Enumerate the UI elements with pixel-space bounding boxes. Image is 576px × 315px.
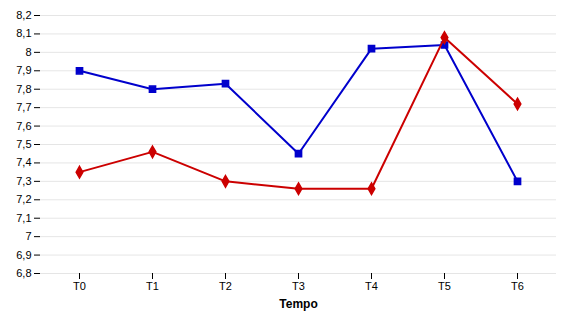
svg-text:T3: T3 [292, 280, 305, 292]
svg-text:7,2: 7,2 [16, 193, 31, 205]
svg-text:Tempo: Tempo [279, 297, 317, 311]
svg-text:7,7: 7,7 [16, 101, 31, 113]
svg-text:8: 8 [25, 46, 31, 58]
svg-text:7,3: 7,3 [16, 175, 31, 187]
svg-text:T4: T4 [365, 280, 378, 292]
svg-text:7: 7 [25, 230, 31, 242]
svg-text:8,1: 8,1 [16, 27, 31, 39]
svg-text:7,1: 7,1 [16, 212, 31, 224]
svg-text:6,9: 6,9 [16, 249, 31, 261]
svg-text:T1: T1 [146, 280, 159, 292]
svg-text:T6: T6 [511, 280, 524, 292]
svg-text:T5: T5 [438, 280, 451, 292]
svg-text:7,5: 7,5 [16, 138, 31, 150]
svg-text:6,8: 6,8 [16, 267, 31, 279]
svg-text:T0: T0 [73, 280, 86, 292]
svg-text:8,2: 8,2 [16, 9, 31, 21]
svg-text:T2: T2 [219, 280, 232, 292]
svg-text:7,6: 7,6 [16, 120, 31, 132]
svg-text:7,8: 7,8 [16, 83, 31, 95]
svg-text:7,4: 7,4 [16, 156, 31, 168]
svg-text:7,9: 7,9 [16, 64, 31, 76]
